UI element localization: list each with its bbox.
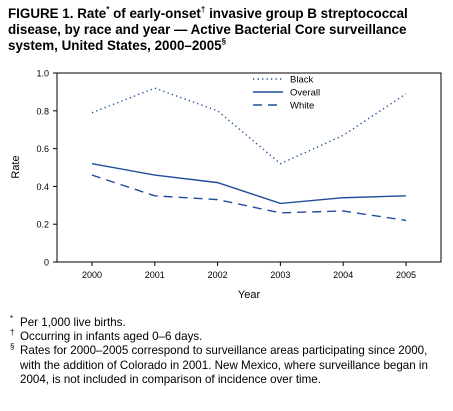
footnote: * Per 1,000 live births. [8,314,448,330]
footnote-mark: † [10,328,15,338]
chart-ticks: 0 0.2 0.4 0.6 0.8 1.0 2000 2001 2002 2003 2004 2005 [36,69,416,281]
x-tick-label: 2005 [396,270,416,280]
title-mid: of early-onset [109,6,201,21]
series-line-overall [91,163,407,205]
footnote-mark: * [10,314,14,323]
legend-label: Black [290,75,313,86]
figure-title: FIGURE 1. Rate* of early-onset† invasive… [8,4,448,54]
title-footnote-mark: * [106,4,110,14]
y-tick-label: 0.4 [36,182,49,192]
title-main: FIGURE 1. Rate [8,6,107,21]
series-line-black [91,87,407,165]
legend-label: Overall [290,88,320,99]
chart-axes [56,72,442,263]
y-axis-label: Rate [10,155,22,178]
x-tick-label: 2003 [270,270,290,280]
chart-series [91,87,407,222]
x-tick-label: 2004 [333,270,353,280]
chart-legend: Black Overall White [253,75,320,112]
footnote: § Rates for 2000–2005 correspond to surve… [8,342,448,387]
footnote-text: Rates for 2000–2005 correspond to survei… [20,344,428,386]
plot-frame [56,72,442,263]
y-tick-label: 1.0 [36,69,49,79]
legend-label: White [290,101,314,112]
title-footnote-mark: † [200,4,206,14]
footnotes: * Per 1,000 live births. † Occurring in inf… [8,314,448,387]
y-tick-label: 0.6 [36,144,49,154]
x-axis-label: Year [238,289,261,301]
x-tick-label: 2000 [82,270,102,280]
title-footnote-mark: § [221,36,227,46]
x-tick-label: 2001 [145,270,165,280]
title-rest: invasive group B streptococcal disease, … [8,6,408,53]
footnote-text: Occurring in infants aged 0–6 days. [20,330,203,344]
x-tick-label: 2002 [208,270,228,280]
y-tick-label: 0 [44,258,49,268]
y-tick-label: 0.8 [36,106,49,116]
line-chart: 0 0.2 0.4 0.6 0.8 1.0 2000 2001 2002 2003 2004 2005… [10,69,442,301]
footnote-text: Per 1,000 live births. [20,316,126,329]
footnote: † Occurring in infants aged 0–6 days. [8,328,448,344]
footnote-mark: § [10,342,15,352]
y-tick-label: 0.2 [36,220,49,230]
